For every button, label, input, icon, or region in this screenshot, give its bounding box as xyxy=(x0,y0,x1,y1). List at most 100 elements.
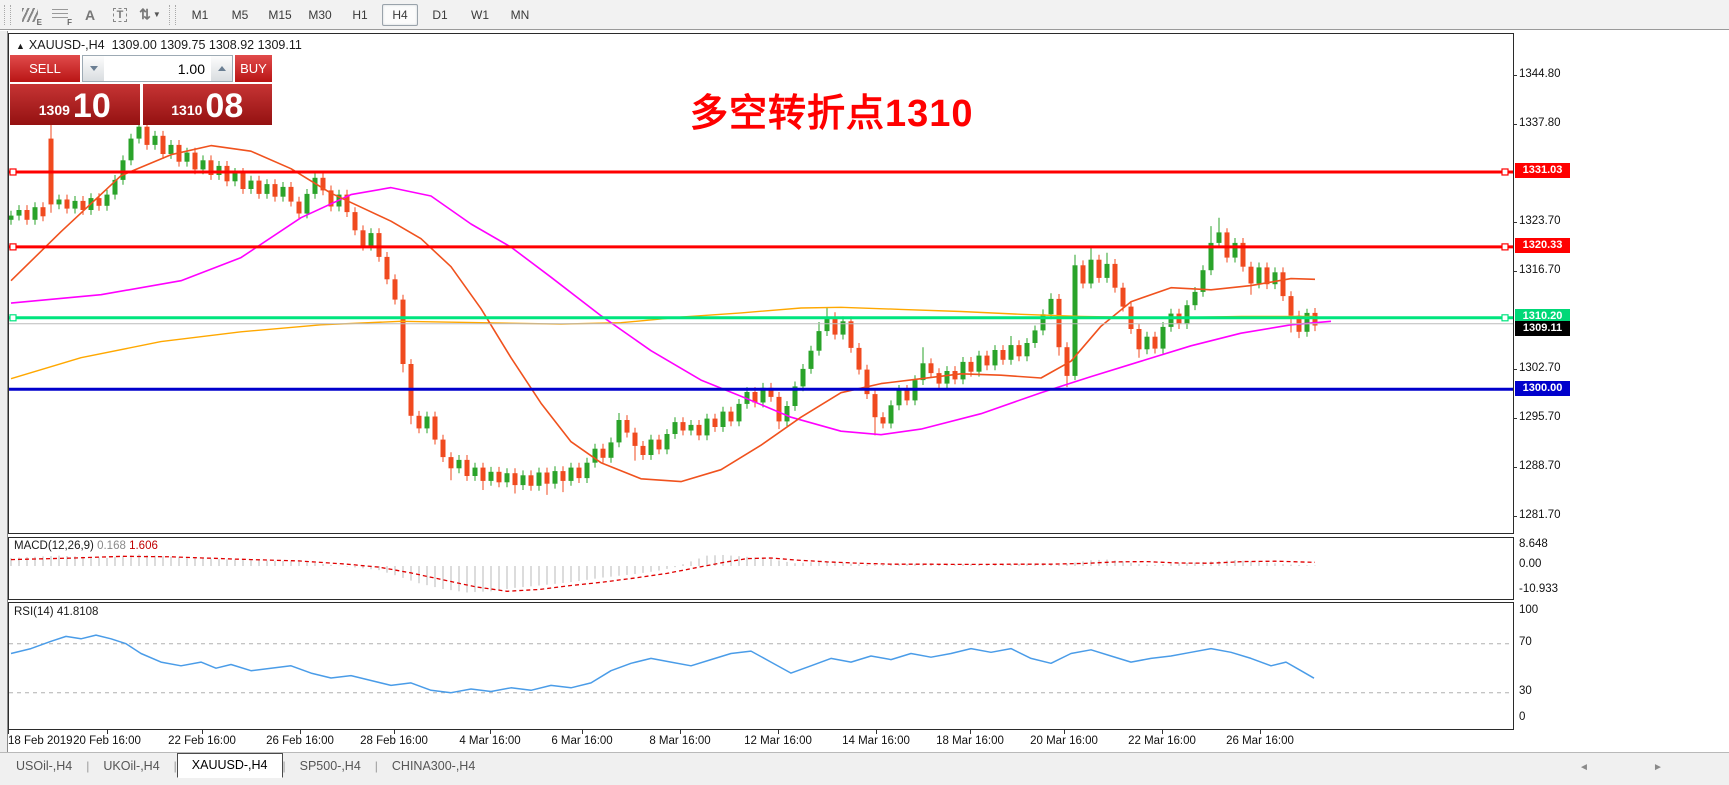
price-tick-label: 1288.70 xyxy=(1519,460,1561,472)
collapse-arrow-icon[interactable]: ▲ xyxy=(16,41,25,51)
one-click-trading-panel: SELL BUY 1309 10 1310 08 xyxy=(10,55,272,125)
price-tick-label: 1316.70 xyxy=(1519,264,1561,276)
timeframe-d1[interactable]: D1 xyxy=(432,7,448,22)
ask-prefix: 1310 xyxy=(171,102,203,118)
symbol-label: XAUUSD-,H4 xyxy=(28,38,105,52)
bid-prefix: 1309 xyxy=(38,102,70,118)
price-tick xyxy=(1513,369,1517,370)
timeframe-mn[interactable]: MN xyxy=(510,7,530,22)
timeframe-m1[interactable]: M1 xyxy=(191,7,209,22)
time-tick xyxy=(394,730,395,734)
time-tick-label: 6 Mar 16:00 xyxy=(551,735,613,747)
chart-ohlc-header: ▲ XAUUSD-,H4 1309.00 1309.75 1308.92 1309… xyxy=(16,38,302,52)
chart-annotation-text: 多空转折点1310 xyxy=(690,93,974,135)
volume-increase-button[interactable] xyxy=(211,56,232,81)
tab-scroll-right-icon[interactable]: ► xyxy=(1653,761,1663,773)
macd-value: 0.168 xyxy=(97,540,126,552)
timeframe-h1[interactable]: H1 xyxy=(352,7,368,22)
time-tick-label: 14 Mar 16:00 xyxy=(842,735,910,747)
volume-stepper xyxy=(82,55,233,82)
price-badge-1310-20: 1310.20 xyxy=(1515,309,1570,324)
rsi-tick-label: 70 xyxy=(1519,636,1532,648)
bottom-strip xyxy=(0,752,1729,785)
time-tick-label: 8 Mar 16:00 xyxy=(649,735,711,747)
buy-button[interactable]: BUY xyxy=(235,55,272,82)
tab-separator: | xyxy=(374,759,378,773)
timeframe-h4[interactable]: H4 xyxy=(382,3,418,26)
macd-indicator-panel[interactable] xyxy=(8,537,1514,600)
tab-separator: | xyxy=(173,759,177,773)
tab-separator: | xyxy=(282,759,286,773)
ohlc-values: 1309.00 1309.75 1308.92 1309.11 xyxy=(111,38,302,52)
timeframe-m5[interactable]: M5 xyxy=(231,7,249,22)
chart-tab-bar: USOil-,H4 | UKOil-,H4 | XAUUSD-,H4 | SP500-,H4… xyxy=(2,753,489,778)
time-tick-label: 18 Mar 16:00 xyxy=(936,735,1004,747)
timeframe-m15[interactable]: M15 xyxy=(268,7,292,22)
time-tick-label: 22 Mar 16:00 xyxy=(1128,735,1196,747)
price-tick-label: 1323.70 xyxy=(1519,215,1561,227)
rsi-svg xyxy=(9,634,1513,694)
price-tick-label: 1337.80 xyxy=(1519,117,1561,129)
time-tick xyxy=(300,730,301,734)
timeframe-button-group: M1 M5 M15 M30 H1 H4 D1 W1 MN xyxy=(180,3,540,26)
tab-ukoilh4[interactable]: UKOil-,H4 xyxy=(103,759,160,773)
toolbar-grip-2[interactable] xyxy=(169,4,176,25)
price-tick xyxy=(1513,516,1517,517)
text-label-icon[interactable]: A xyxy=(84,6,96,23)
time-tick xyxy=(8,730,9,734)
timeframe-m30[interactable]: M30 xyxy=(308,7,332,22)
time-tick xyxy=(1260,730,1261,734)
volume-decrease-button[interactable] xyxy=(83,56,104,81)
price-tick-label: 1344.80 xyxy=(1519,68,1561,80)
price-tick-label: 1302.70 xyxy=(1519,362,1561,374)
bid-price-box[interactable]: 1309 10 xyxy=(10,84,140,125)
price-tick xyxy=(1513,467,1517,468)
triangle-up-icon xyxy=(217,66,226,71)
cursor-mode-icon[interactable]: ⇅ ▼ xyxy=(139,6,161,22)
price-tick xyxy=(1513,418,1517,419)
bid-big-digits: 10 xyxy=(72,87,111,125)
tab-xauusdh4[interactable]: XAUUSD-,H4 xyxy=(176,753,283,778)
tab-sp500h4[interactable]: SP500-,H4 xyxy=(299,759,361,773)
time-tick xyxy=(1162,730,1163,734)
macd-label: MACD(12,26,9) 0.168 1.606 xyxy=(14,540,158,552)
time-tick xyxy=(490,730,491,734)
time-tick-label: 18 Feb 2019 xyxy=(8,735,73,747)
time-tick xyxy=(680,730,681,734)
text-box-icon[interactable]: T xyxy=(107,4,133,26)
time-tick-label: 26 Feb 16:00 xyxy=(266,735,334,747)
ask-price-box[interactable]: 1310 08 xyxy=(142,84,272,125)
volume-input[interactable] xyxy=(104,56,211,81)
macd-tick-label: 8.648 xyxy=(1519,538,1548,550)
macd-tick-label: 0.00 xyxy=(1519,558,1542,570)
time-tick-label: 20 Feb 16:00 xyxy=(73,735,141,747)
tab-usoilh4[interactable]: USOil-,H4 xyxy=(16,759,73,773)
macd-signal-value: 1.606 xyxy=(129,540,158,552)
rsi-tick-label: 0 xyxy=(1519,711,1526,723)
toolbar-grip[interactable] xyxy=(4,4,11,25)
rsi-tick-label: 100 xyxy=(1519,604,1539,616)
time-tick-label: 4 Mar 16:00 xyxy=(459,735,521,747)
triangle-down-icon xyxy=(89,66,98,71)
price-tick xyxy=(1513,222,1517,223)
price-badge-1320-33: 1320.33 xyxy=(1515,238,1570,253)
price-badge-1331-03: 1331.03 xyxy=(1515,163,1570,178)
tab-china300h4[interactable]: CHINA300-,H4 xyxy=(391,759,476,773)
time-tick-label: 20 Mar 16:00 xyxy=(1030,735,1098,747)
time-tick-label: 22 Feb 16:00 xyxy=(168,735,236,747)
price-tick-label: 1281.70 xyxy=(1519,509,1561,521)
sell-button[interactable]: SELL xyxy=(10,55,80,82)
time-tick xyxy=(778,730,779,734)
price-chart-svg[interactable] xyxy=(9,34,1513,533)
indicators-e-icon[interactable]: E xyxy=(17,4,43,27)
timeframe-w1[interactable]: W1 xyxy=(471,7,489,22)
tab-scroll-left-icon[interactable]: ◄ xyxy=(1579,761,1589,773)
time-tick-label: 12 Mar 16:00 xyxy=(744,735,812,747)
grid-f-icon[interactable]: F xyxy=(47,4,73,27)
rsi-indicator-panel[interactable] xyxy=(8,602,1514,730)
price-tick-label: 1295.70 xyxy=(1519,411,1561,423)
time-tick xyxy=(970,730,971,734)
time-tick xyxy=(582,730,583,734)
price-badge-1300-00: 1300.00 xyxy=(1515,381,1570,396)
